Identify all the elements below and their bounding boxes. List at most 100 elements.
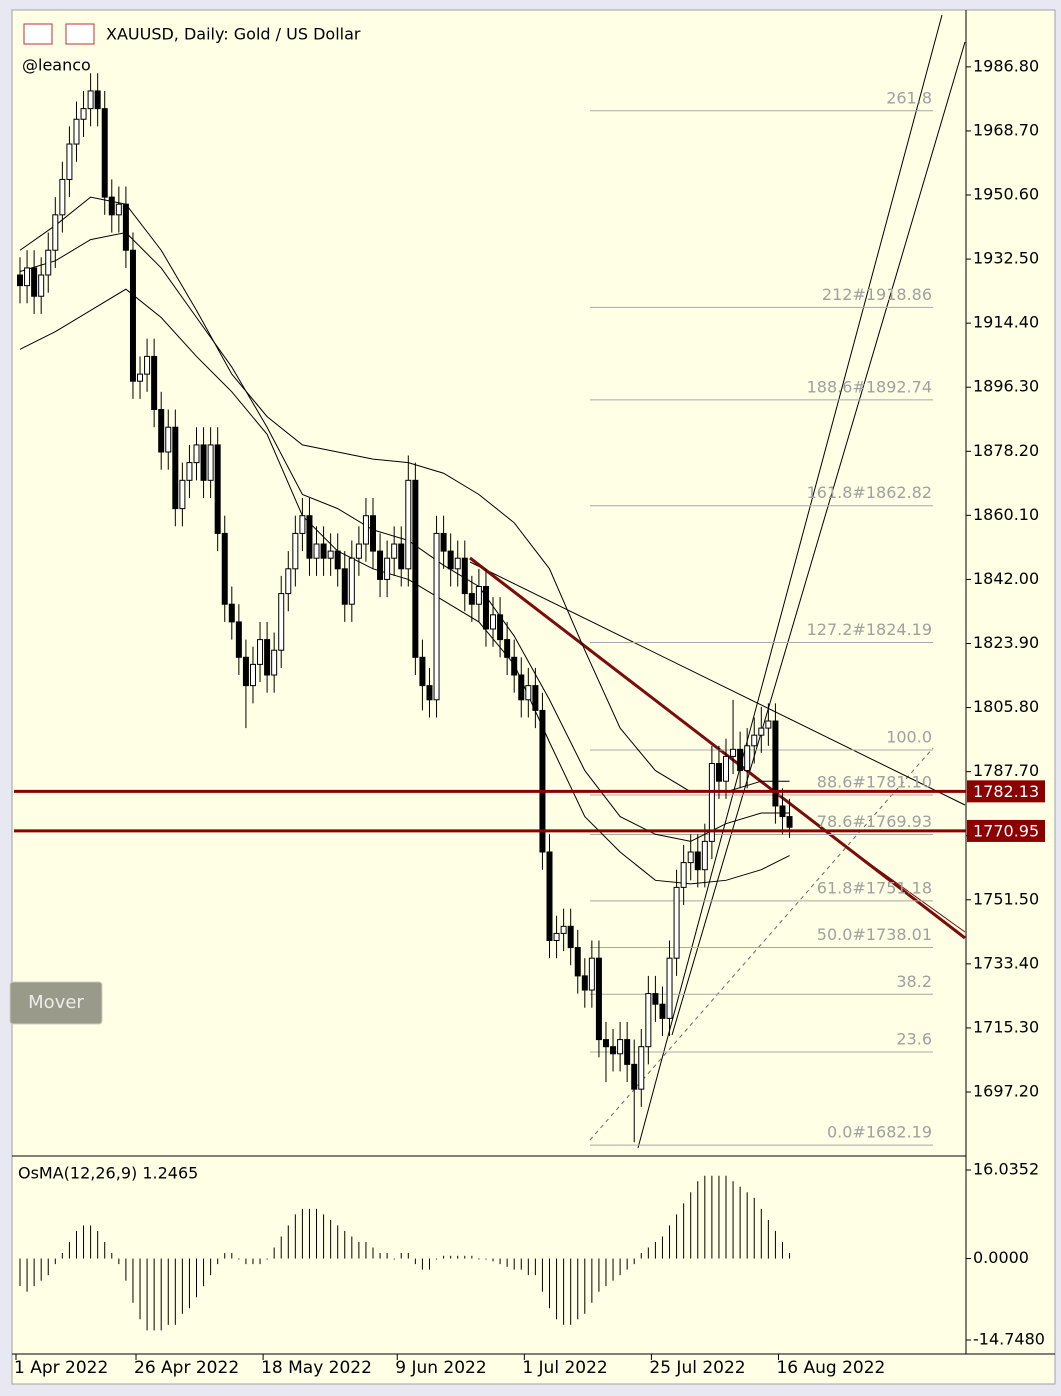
y-tick-label: 1697.20	[973, 1081, 1039, 1100]
candle-body	[257, 639, 264, 665]
candle-body	[546, 851, 553, 941]
candle-body	[108, 196, 115, 216]
trend-line	[637, 14, 943, 1149]
candle-body	[715, 762, 722, 782]
candle-body	[80, 108, 87, 120]
candle-body	[567, 925, 574, 949]
x-tick-label: 26 Apr 2022	[134, 1358, 239, 1378]
candle-body	[560, 925, 567, 934]
y-tick-label: 1823.90	[973, 633, 1039, 652]
indicator-title: OsMA(12,26,9) 1.2465	[18, 1164, 198, 1183]
candle-body	[687, 851, 694, 864]
candle-body	[461, 557, 468, 595]
candle-body	[66, 143, 73, 180]
candle-body	[610, 1046, 617, 1055]
mover-button[interactable]	[9, 981, 103, 1025]
x-tick-label: 1 Apr 2022	[14, 1358, 108, 1378]
icon	[23, 23, 53, 45]
y-tick-label: 1751.50	[973, 889, 1039, 908]
fib-label: 127.2#1824.19	[807, 620, 932, 639]
candle-body	[511, 656, 518, 676]
trend-line	[671, 41, 966, 1036]
candle-body	[179, 479, 186, 510]
x-tick-label: 25 Jul 2022	[649, 1358, 745, 1378]
trend-line	[469, 556, 966, 940]
price-tag-label: 1782.13	[973, 782, 1039, 801]
candle-body	[87, 90, 94, 110]
candle-body	[193, 444, 200, 464]
candle-body	[306, 515, 313, 559]
candle-body	[701, 840, 708, 871]
candle-body	[426, 685, 433, 701]
candle-body	[694, 851, 701, 871]
candle-body	[242, 656, 249, 687]
fib-label: 0.0#1682.19	[827, 1123, 932, 1142]
y-tick-label: 0.0000	[973, 1248, 1029, 1267]
candle-body	[24, 267, 31, 287]
y-tick-label: 1986.80	[973, 56, 1039, 75]
candle-body	[122, 203, 129, 251]
candle-body	[779, 805, 786, 818]
y-tick-label: 1914.40	[973, 313, 1039, 332]
candle-body	[737, 748, 744, 772]
y-tick-label: 1896.30	[973, 377, 1039, 396]
price-tag-label: 1770.95	[973, 821, 1039, 840]
candle-body	[447, 550, 454, 570]
candle-body	[115, 203, 122, 216]
candle-body	[158, 409, 165, 453]
candle-body	[595, 957, 602, 1041]
candle-body	[440, 532, 447, 552]
candle-body	[553, 932, 560, 941]
candle-body	[708, 762, 715, 842]
candle-body	[186, 462, 193, 481]
fib-label: 261.8	[886, 88, 932, 107]
candle-body	[31, 267, 38, 297]
y-tick-label: 1950.60	[973, 185, 1039, 204]
candle-body	[673, 886, 680, 959]
candle-body	[680, 862, 687, 888]
candle-body	[588, 957, 595, 991]
fib-label: 38.2	[896, 972, 932, 991]
fib-label: 212#1918.86	[822, 285, 932, 304]
candle-body	[334, 550, 341, 570]
candle-body	[419, 656, 426, 687]
author: @leanco	[22, 56, 91, 75]
candle-body	[17, 274, 23, 287]
candle-body	[532, 685, 539, 711]
mover-label[interactable]: Mover	[28, 992, 84, 1013]
candle-body	[292, 532, 299, 570]
y-tick-label: 1715.30	[973, 1017, 1039, 1036]
candle-body	[45, 249, 52, 276]
candle-body	[744, 745, 751, 772]
candle-body	[504, 639, 511, 658]
candle-body	[313, 543, 320, 559]
y-tick-label: 1733.40	[973, 953, 1039, 972]
price-tag	[967, 780, 1045, 803]
x-tick-label: 1 Jul 2022	[522, 1358, 607, 1378]
trend-line	[469, 561, 966, 806]
candle-body	[377, 550, 384, 580]
candle-body	[602, 1039, 609, 1048]
toolbar-icons	[23, 23, 95, 45]
candle-body	[786, 816, 793, 828]
fib-label: 161.8#1862.82	[807, 483, 932, 502]
y-tick-label: 16.0352	[973, 1160, 1039, 1179]
candle-body	[249, 663, 256, 687]
candle-body	[482, 586, 489, 630]
chart-title: XAUUSD, Daily: Gold / US Dollar	[106, 25, 361, 44]
y-tick-label: 1805.80	[973, 697, 1039, 716]
candle-body	[772, 720, 779, 807]
candle-body	[235, 621, 242, 658]
candle-body	[38, 274, 45, 297]
candle-body	[362, 515, 369, 545]
candle-body	[645, 993, 652, 1048]
icon	[65, 23, 95, 45]
candle-body	[151, 355, 158, 411]
candle-body	[214, 444, 221, 534]
y-tick-label: 1860.10	[973, 505, 1039, 524]
price-tag	[967, 819, 1045, 842]
y-tick-label: 1932.50	[973, 249, 1039, 268]
y-tick-label: 1878.20	[973, 441, 1039, 460]
candle-body	[758, 727, 765, 736]
candle-body	[490, 614, 497, 630]
